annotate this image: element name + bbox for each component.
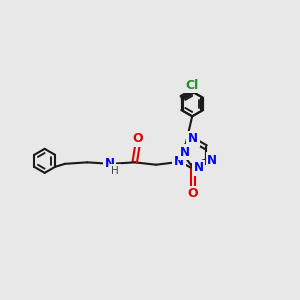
- Text: O: O: [188, 187, 198, 200]
- Text: N: N: [180, 146, 190, 159]
- Text: N: N: [188, 133, 198, 146]
- Text: O: O: [132, 132, 143, 145]
- Text: N: N: [207, 154, 217, 167]
- Text: H: H: [111, 166, 119, 176]
- Text: N: N: [105, 157, 115, 170]
- Text: N: N: [174, 155, 184, 168]
- Text: Cl: Cl: [186, 79, 199, 92]
- Text: N: N: [194, 161, 203, 174]
